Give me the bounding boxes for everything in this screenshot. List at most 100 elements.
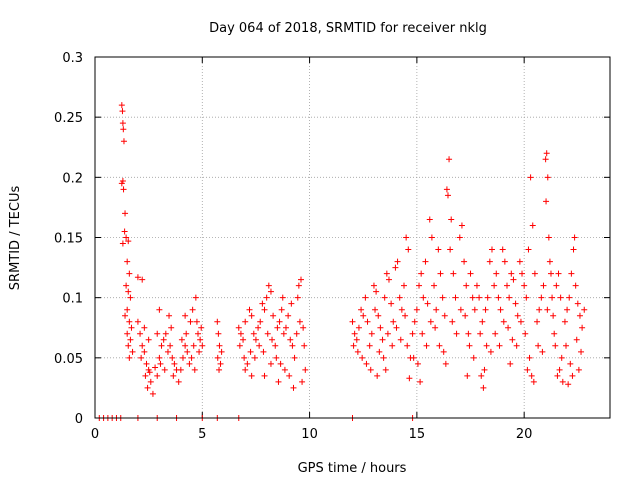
data-point bbox=[504, 282, 510, 289]
data-point bbox=[360, 312, 367, 319]
data-point bbox=[215, 330, 222, 337]
data-point bbox=[154, 330, 161, 337]
data-point bbox=[191, 366, 198, 373]
data-point bbox=[127, 294, 134, 301]
data-point bbox=[465, 330, 472, 337]
data-point bbox=[161, 366, 168, 373]
data-point bbox=[401, 282, 407, 289]
y-axis-label: SRMTID / TECUs bbox=[8, 186, 23, 291]
x-tick-label: 0 bbox=[91, 427, 99, 442]
data-point bbox=[372, 306, 379, 313]
data-point bbox=[420, 294, 427, 301]
y-tick-label: 0.05 bbox=[54, 352, 83, 367]
data-point bbox=[470, 354, 477, 361]
data-point bbox=[449, 318, 456, 325]
data-point bbox=[487, 348, 494, 355]
data-point bbox=[476, 294, 483, 301]
data-point bbox=[431, 282, 438, 289]
data-point bbox=[124, 330, 131, 337]
data-point bbox=[551, 330, 558, 337]
data-point bbox=[190, 342, 197, 349]
data-point bbox=[119, 177, 126, 184]
data-point bbox=[508, 270, 515, 277]
data-point bbox=[139, 342, 146, 349]
data-point bbox=[188, 354, 195, 361]
data-point bbox=[142, 372, 149, 379]
tick-layer: 0 0.05 0.1 0.15 0.2 0.25 0.3 0 5 10 15 20 bbox=[54, 51, 610, 442]
data-point bbox=[523, 294, 530, 301]
data-point bbox=[531, 270, 538, 277]
data-point bbox=[299, 378, 306, 385]
data-point bbox=[252, 336, 259, 343]
data-point bbox=[411, 318, 418, 325]
data-point bbox=[516, 258, 523, 265]
data-point bbox=[373, 288, 380, 295]
data-point bbox=[507, 360, 514, 367]
data-point bbox=[448, 216, 455, 223]
data-point bbox=[556, 366, 563, 373]
data-point bbox=[554, 372, 561, 379]
data-point bbox=[396, 294, 403, 301]
data-point bbox=[351, 330, 358, 337]
data-point bbox=[427, 318, 434, 325]
data-point bbox=[440, 348, 447, 355]
data-point bbox=[521, 282, 528, 289]
data-point bbox=[282, 324, 289, 331]
data-point bbox=[570, 246, 577, 253]
data-point bbox=[285, 312, 292, 319]
data-point bbox=[261, 372, 268, 379]
data-point bbox=[171, 360, 178, 367]
data-point bbox=[517, 318, 524, 325]
data-point bbox=[544, 306, 551, 313]
data-point bbox=[409, 330, 416, 337]
data-point bbox=[145, 336, 152, 343]
data-point bbox=[529, 222, 536, 229]
data-point bbox=[390, 318, 397, 325]
data-point bbox=[251, 354, 258, 361]
data-point bbox=[166, 312, 173, 319]
data-point bbox=[538, 294, 545, 301]
data-point bbox=[450, 270, 457, 277]
data-point bbox=[528, 372, 535, 379]
data-point bbox=[573, 336, 580, 343]
data-point bbox=[178, 336, 185, 343]
data-point bbox=[417, 378, 424, 385]
data-point bbox=[463, 282, 470, 289]
data-point bbox=[423, 342, 430, 349]
data-point bbox=[550, 312, 557, 319]
data-point bbox=[501, 258, 508, 265]
data-point bbox=[509, 336, 516, 343]
data-point bbox=[152, 364, 159, 371]
data-point bbox=[393, 324, 400, 331]
data-point bbox=[456, 234, 463, 241]
data-point bbox=[257, 318, 264, 325]
data-point bbox=[138, 354, 145, 361]
data-point bbox=[195, 330, 201, 337]
data-point bbox=[389, 342, 396, 349]
data-point bbox=[199, 342, 206, 349]
data-point bbox=[491, 282, 498, 289]
data-point bbox=[156, 306, 163, 313]
data-point bbox=[237, 330, 244, 337]
data-point bbox=[432, 324, 439, 331]
data-point bbox=[175, 378, 182, 385]
data-point bbox=[398, 306, 405, 313]
x-tick-label: 15 bbox=[409, 427, 426, 442]
data-point bbox=[380, 354, 387, 361]
data-point bbox=[477, 330, 484, 337]
data-point bbox=[120, 186, 127, 193]
data-point bbox=[290, 384, 297, 391]
data-point bbox=[469, 294, 476, 301]
data-point bbox=[453, 330, 460, 337]
data-point bbox=[561, 318, 568, 325]
data-point bbox=[141, 324, 148, 331]
data-point bbox=[569, 372, 576, 379]
data-point bbox=[143, 360, 150, 367]
data-point bbox=[359, 354, 366, 361]
data-point bbox=[119, 240, 126, 247]
data-point bbox=[381, 294, 388, 301]
data-point bbox=[160, 336, 167, 343]
data-point bbox=[263, 294, 270, 301]
data-point bbox=[441, 312, 448, 319]
